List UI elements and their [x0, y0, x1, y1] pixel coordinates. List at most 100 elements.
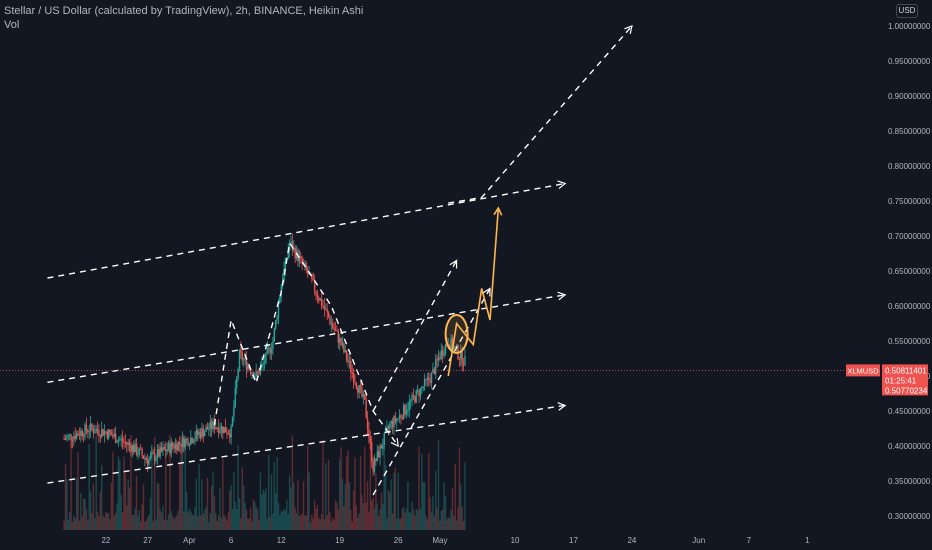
volume-bar-39 [117, 456, 120, 530]
candle-body-232 [386, 426, 388, 430]
candle-body-61 [148, 458, 150, 465]
time-tick-label: Apr [183, 536, 196, 545]
volume-bar-66 [155, 519, 157, 530]
volume-bar-110 [216, 521, 218, 530]
candle-body-30 [105, 431, 107, 433]
volume-bar-243 [401, 508, 404, 530]
volume-bar-262 [428, 453, 430, 530]
candle-body-173 [304, 263, 306, 265]
volume-label: Vol [4, 19, 20, 31]
candle-body-59 [145, 458, 147, 461]
volume-bar-12 [80, 492, 82, 530]
volume-bar-30 [105, 511, 107, 530]
volume-bar-207 [351, 521, 353, 530]
volume-bar-59 [145, 520, 147, 530]
volume-bar-37 [114, 512, 117, 530]
candle-body-201 [343, 343, 345, 353]
candle-body-278 [450, 338, 452, 349]
candle-body-207 [351, 372, 353, 374]
volume-bar-48 [130, 435, 132, 530]
candle-body-185 [320, 298, 323, 306]
candle-body-94 [194, 438, 196, 442]
time-tick-label: Jun [692, 536, 705, 545]
candle-body-39 [117, 439, 120, 443]
candle-body-8 [74, 435, 76, 439]
currency-badge[interactable]: USD [896, 4, 918, 18]
trend-line-arrow-5 [449, 259, 458, 269]
trend-line-3 [213, 241, 399, 447]
candle-body-117 [226, 432, 228, 434]
candlesticks [63, 233, 466, 476]
candle-body-96 [197, 430, 199, 435]
candle-body-210 [355, 383, 358, 389]
volume-bar-53 [137, 516, 139, 530]
price-tick-label: 0.70000000 [888, 232, 931, 241]
volume-bar-274 [444, 495, 447, 530]
candle-body-279 [451, 338, 454, 350]
volume-bar-211 [357, 517, 359, 530]
volume-bar-184 [319, 519, 321, 530]
time-tick-label: 24 [627, 536, 636, 545]
candle-body-213 [359, 385, 362, 388]
volume-bar-103 [206, 477, 209, 530]
volume-bar-143 [262, 489, 264, 530]
candle-body-239 [396, 419, 398, 422]
prev-close-value: 0.50770234 [885, 386, 928, 395]
candle-body-199 [340, 338, 342, 346]
volume-bar-223 [373, 508, 376, 530]
candle-body-0 [63, 439, 65, 440]
volume-bar-116 [224, 516, 227, 530]
volume-bar-167 [295, 513, 298, 530]
volume-bar-271 [440, 510, 442, 530]
volume-bar-196 [336, 502, 338, 530]
candle-body-238 [394, 416, 397, 422]
volume-bar-108 [213, 496, 216, 530]
volume-bar-187 [323, 519, 326, 530]
volume-bar-145 [265, 488, 267, 530]
candle-body-76 [169, 443, 171, 454]
candle-body-190 [327, 312, 330, 318]
candle-body-50 [133, 445, 135, 453]
volume-bar-71 [162, 505, 164, 530]
volume-bar-94 [194, 507, 196, 530]
candle-body-73 [165, 449, 167, 452]
candle-body-56 [141, 449, 143, 456]
candle-body-193 [332, 323, 334, 328]
candle-body-72 [163, 447, 166, 450]
volume-bar-281 [454, 463, 456, 530]
candle-body-263 [429, 380, 431, 383]
candle-body-47 [128, 442, 131, 446]
volume-bar-118 [227, 511, 230, 530]
price-tick-label: 0.35000000 [888, 477, 931, 486]
candle-body-85 [181, 437, 184, 447]
volume-bar-170 [300, 514, 302, 530]
candle-body-288 [464, 356, 466, 366]
candle-body-140 [258, 371, 260, 375]
volume-bar-198 [339, 459, 341, 530]
volume-bar-238 [394, 467, 397, 530]
volume-bar-113 [220, 517, 223, 530]
candle-body-261 [426, 377, 429, 380]
volume-bar-259 [423, 482, 426, 530]
candle-body-75 [167, 443, 170, 450]
candle-body-253 [415, 390, 417, 403]
volume-bar-13 [81, 516, 83, 530]
volume-bar-165 [293, 482, 295, 530]
volume-bar-188 [325, 463, 327, 530]
candle-body-5 [70, 434, 72, 441]
volume-bar-253 [415, 508, 417, 530]
volume-bar-105 [209, 513, 211, 530]
candle-body-44 [124, 442, 127, 444]
volume-bar-67 [156, 482, 159, 530]
candle-body-250 [411, 394, 413, 401]
volume-bar-260 [425, 515, 427, 530]
volume-bar-51 [134, 508, 136, 530]
volume-bar-17 [87, 520, 89, 530]
price-tick-label: 0.55000000 [888, 337, 931, 346]
volume-bar-204 [347, 450, 349, 530]
volume-bar-54 [138, 510, 140, 530]
volume-bar-72 [163, 520, 166, 530]
